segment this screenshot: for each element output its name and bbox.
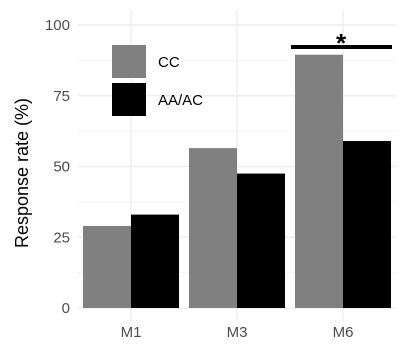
legend-label: CC xyxy=(158,54,180,71)
x-tick-label: M3 xyxy=(227,324,248,341)
significance-annotation: * xyxy=(291,28,392,58)
bar-m3-aa-ac xyxy=(237,173,285,308)
legend-swatch xyxy=(112,45,146,78)
y-tick-label: 100 xyxy=(45,17,70,34)
bars xyxy=(83,54,391,309)
legend-swatch xyxy=(112,83,146,116)
y-tick-label: 25 xyxy=(53,229,70,246)
y-axis-title: Response rate (%) xyxy=(12,98,32,248)
bar-m1-aa-ac xyxy=(131,214,179,308)
bar-m6-cc xyxy=(295,54,343,309)
x-axis-ticks: M1 M3 M6 xyxy=(121,324,354,341)
x-tick-label: M6 xyxy=(333,324,354,341)
bar-m3-cc xyxy=(189,148,237,308)
x-tick-label: M1 xyxy=(121,324,142,341)
y-axis-ticks: 0 25 50 75 100 xyxy=(45,17,70,317)
significance-star: * xyxy=(336,28,347,58)
y-tick-label: 50 xyxy=(53,159,70,176)
y-tick-label: 0 xyxy=(62,300,70,317)
bar-m1-cc xyxy=(83,225,131,308)
legend: CC AA/AC xyxy=(112,45,203,116)
significance-bar xyxy=(291,45,392,49)
y-tick-label: 75 xyxy=(53,88,70,105)
bar-m6-aa-ac xyxy=(343,141,391,308)
legend-label: AA/AC xyxy=(158,92,203,109)
